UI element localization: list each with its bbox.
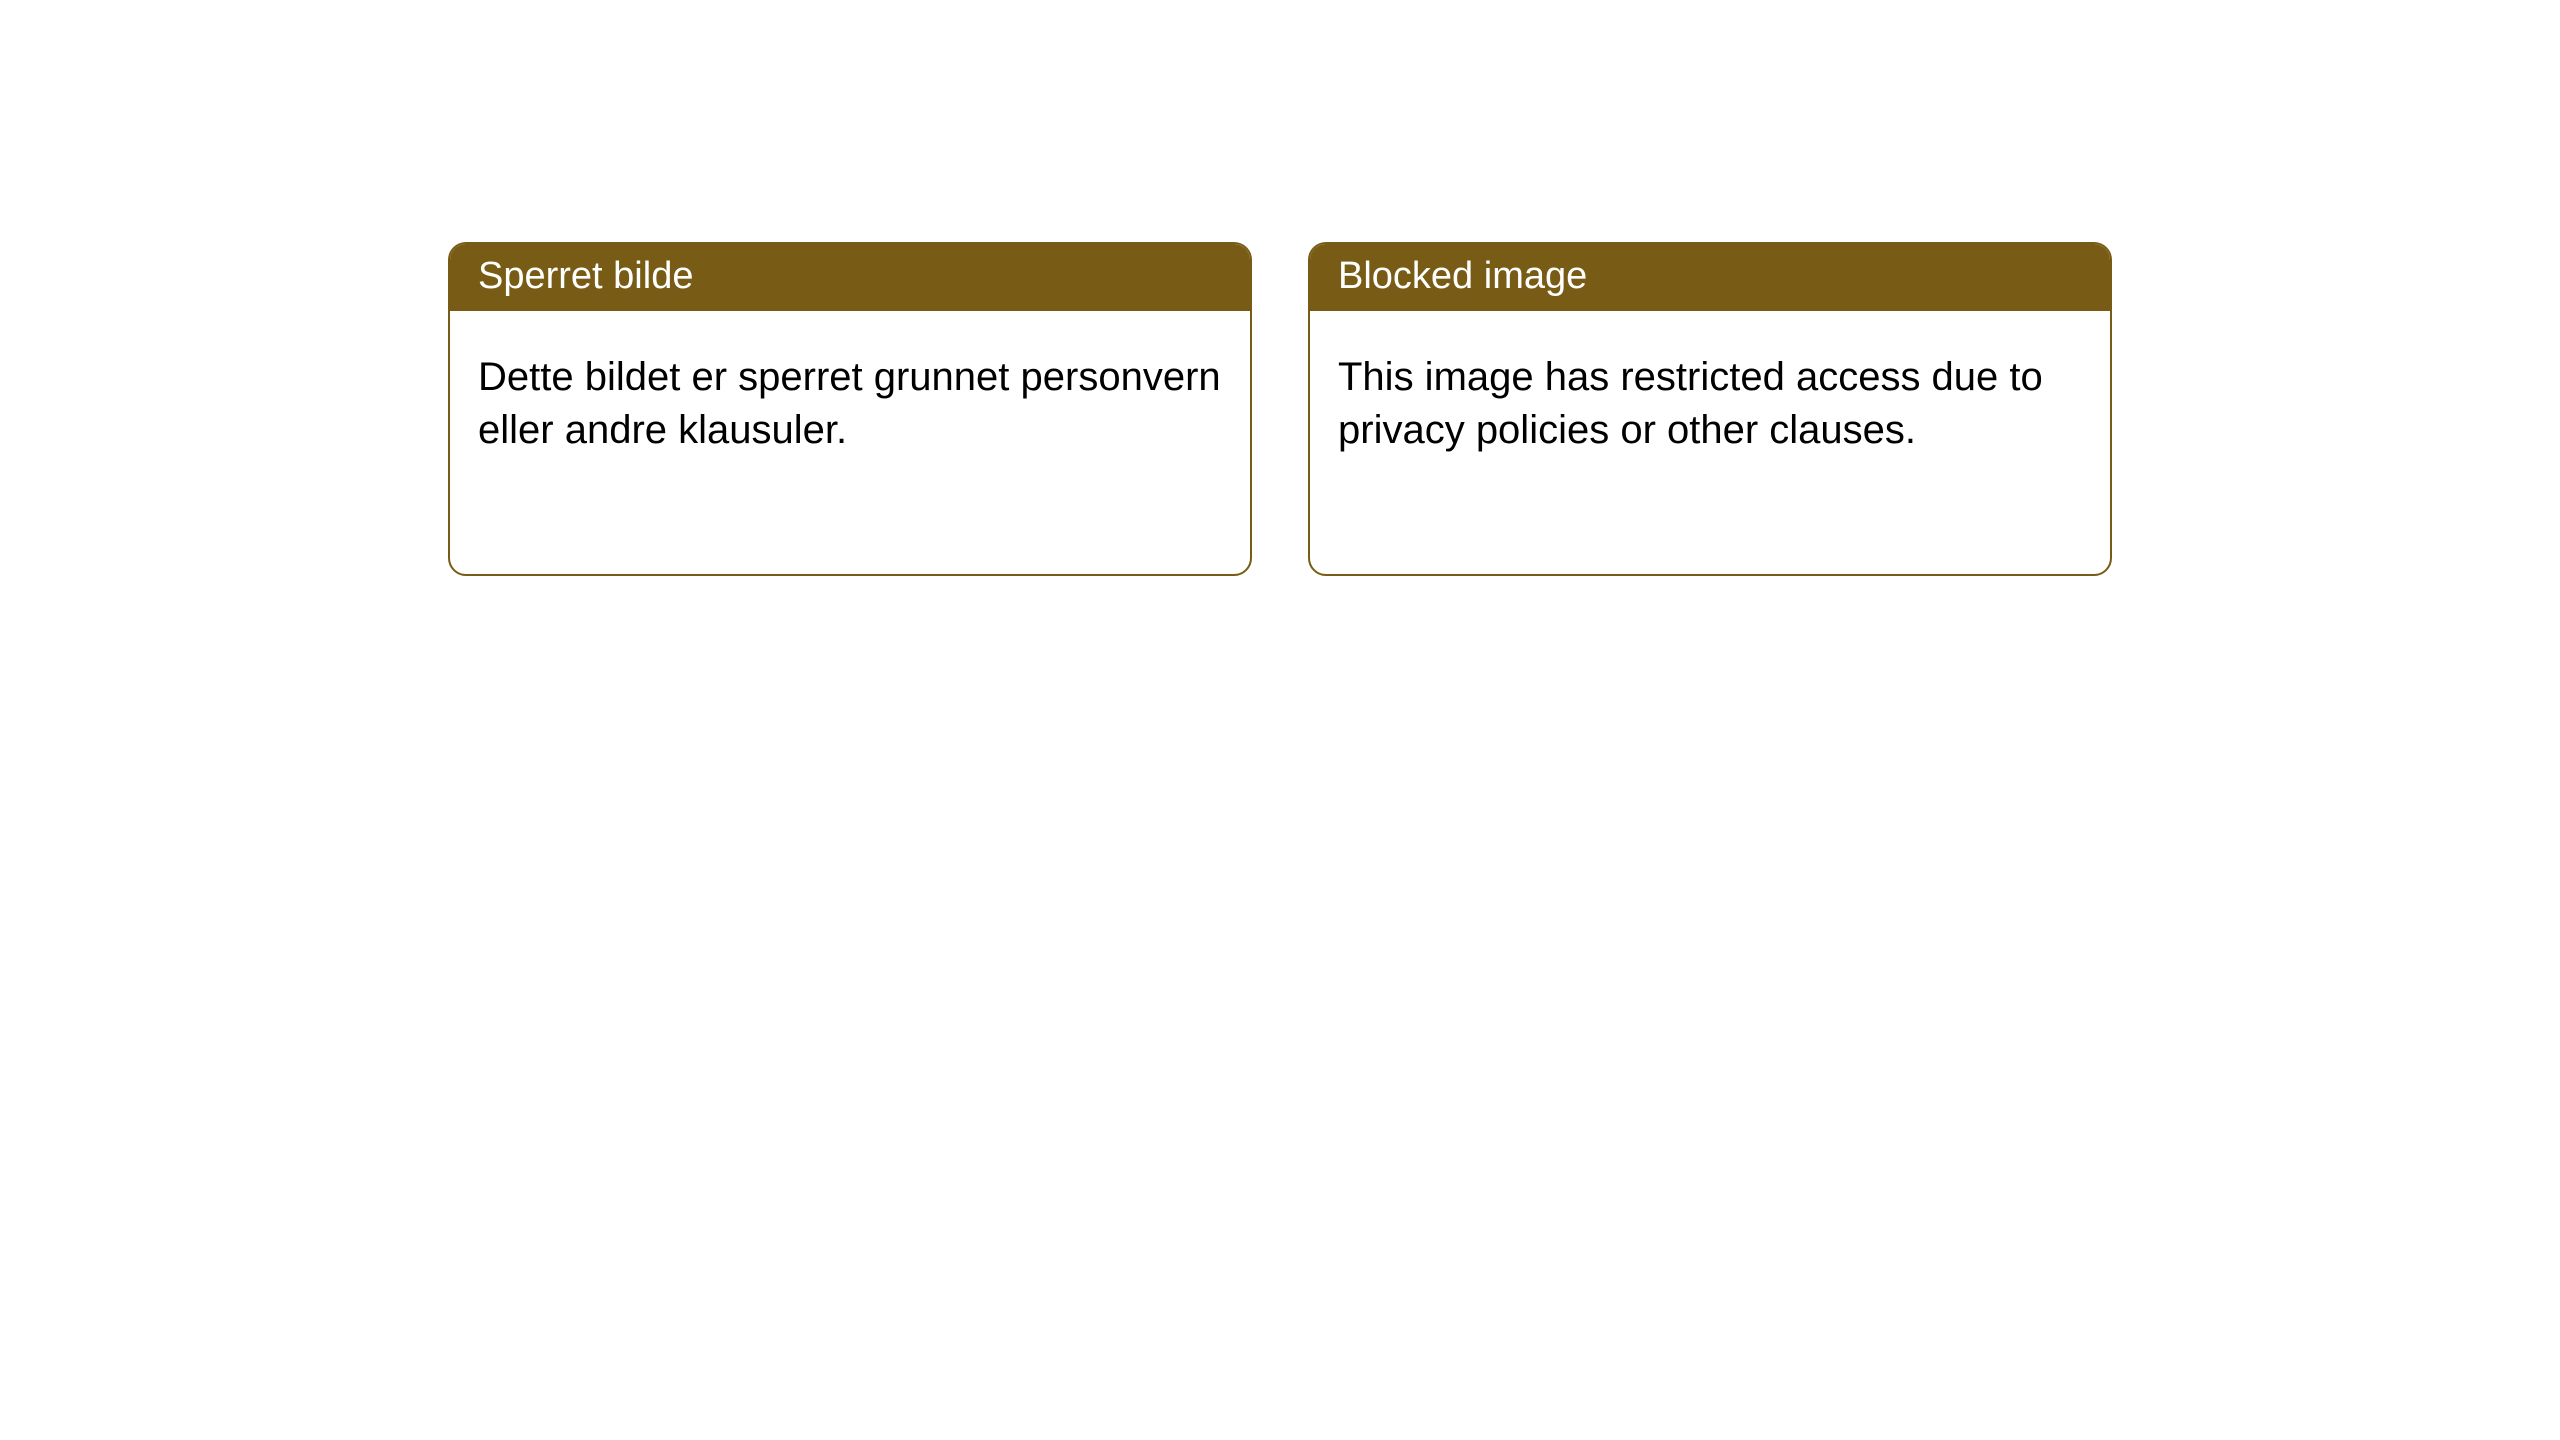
- card-container: Sperret bilde Dette bildet er sperret gr…: [0, 0, 2560, 576]
- card-title-en: Blocked image: [1338, 255, 1587, 297]
- card-header-en: Blocked image: [1310, 244, 2110, 311]
- card-title-no: Sperret bilde: [478, 255, 693, 297]
- card-header-no: Sperret bilde: [450, 244, 1250, 311]
- card-message-en: This image has restricted access due to …: [1338, 355, 2043, 452]
- card-body-no: Dette bildet er sperret grunnet personve…: [450, 311, 1250, 485]
- blocked-image-card-en: Blocked image This image has restricted …: [1308, 242, 2112, 576]
- card-body-en: This image has restricted access due to …: [1310, 311, 2110, 485]
- card-message-no: Dette bildet er sperret grunnet personve…: [478, 355, 1221, 452]
- blocked-image-card-no: Sperret bilde Dette bildet er sperret gr…: [448, 242, 1252, 576]
